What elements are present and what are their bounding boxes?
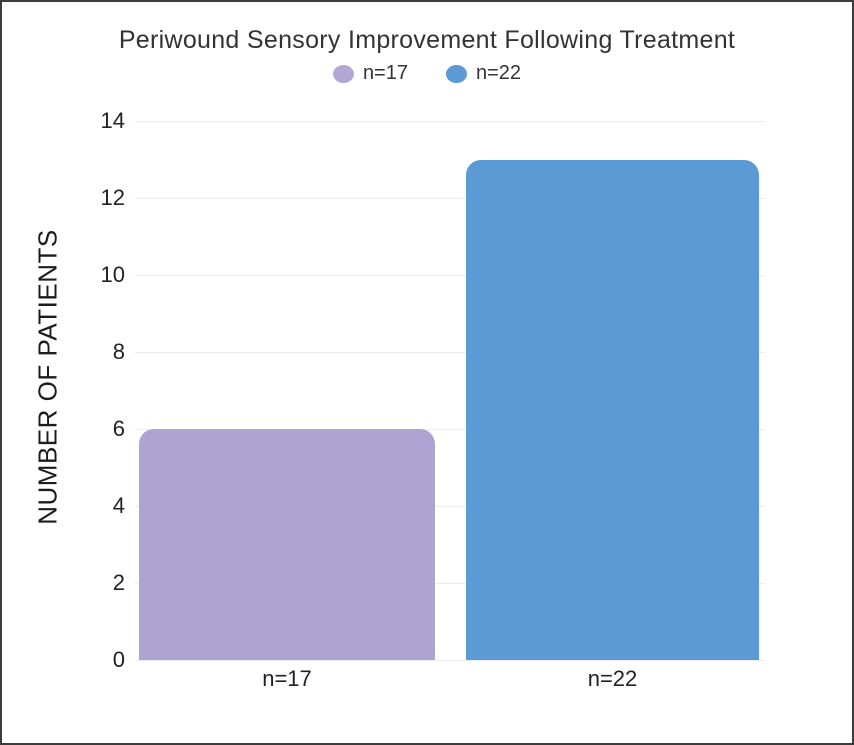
x-axis-category-label: n=17 bbox=[262, 666, 312, 691]
y-axis-tick-label: 2 bbox=[112, 570, 125, 595]
y-axis-tick-label: 14 bbox=[100, 108, 125, 133]
y-axis-tick-label: 10 bbox=[100, 262, 125, 287]
gridline bbox=[135, 351, 765, 353]
legend-item: n=22 bbox=[446, 62, 521, 85]
chart-title: Periwound Sensory Improvement Following … bbox=[118, 26, 736, 54]
gridline bbox=[135, 428, 765, 430]
plot-area: 0 2 4 6 8 10 12 14 n=17 n=22 bbox=[101, 108, 765, 691]
bar-n=17 bbox=[139, 429, 435, 660]
legend-item: n=17 bbox=[332, 62, 408, 85]
chart-legend: n=17 n=22 bbox=[2, 62, 852, 85]
gridline bbox=[135, 274, 765, 276]
y-axis-tick-label: 8 bbox=[112, 339, 125, 364]
gridline bbox=[135, 197, 765, 199]
legend-swatch-icon bbox=[332, 64, 354, 83]
gridline bbox=[135, 582, 765, 584]
y-axis-tick-label: 6 bbox=[112, 416, 125, 441]
y-axis-tick-label: 12 bbox=[100, 185, 125, 210]
y-axis-title: NUMBER OF PATIENTS bbox=[32, 229, 63, 525]
bar-n=22 bbox=[466, 159, 759, 660]
gridline bbox=[135, 120, 765, 122]
legend-label: n=22 bbox=[476, 62, 522, 84]
y-axis-tick-label: 4 bbox=[112, 493, 125, 518]
x-axis-category-label: n=22 bbox=[587, 666, 638, 691]
gridline bbox=[135, 505, 765, 507]
legend-swatch-icon bbox=[446, 64, 467, 83]
y-axis-tick-label: 0 bbox=[112, 647, 125, 672]
legend-label: n=17 bbox=[362, 62, 408, 84]
gridline bbox=[135, 659, 765, 661]
